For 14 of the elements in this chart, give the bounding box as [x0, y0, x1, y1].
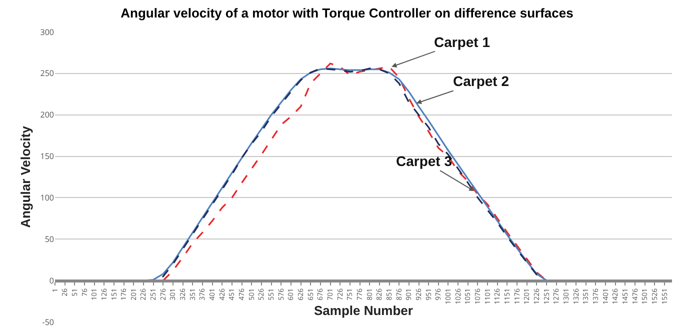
- y-tick-label: 100: [40, 192, 54, 204]
- annotation: Carpet 3: [396, 153, 452, 169]
- annotation: Carpet 1: [434, 34, 490, 50]
- y-tick-label: 0: [49, 275, 54, 286]
- annotation: Carpet 2: [453, 73, 510, 89]
- x-axis-title: Sample Number: [314, 302, 413, 318]
- y-tick-label: -50: [42, 316, 54, 328]
- y-tick-label: 200: [40, 110, 54, 121]
- chart-title: Angular velocity of a motor with Torque Controller on difference surfaces: [120, 6, 574, 20]
- y-tick-label: 250: [40, 68, 54, 80]
- y-tick-label: 300: [40, 26, 54, 38]
- y-axis-title: Angular Velocity: [18, 125, 34, 228]
- y-tick-label: 150: [40, 151, 54, 162]
- y-tick-label: 50: [44, 234, 54, 245]
